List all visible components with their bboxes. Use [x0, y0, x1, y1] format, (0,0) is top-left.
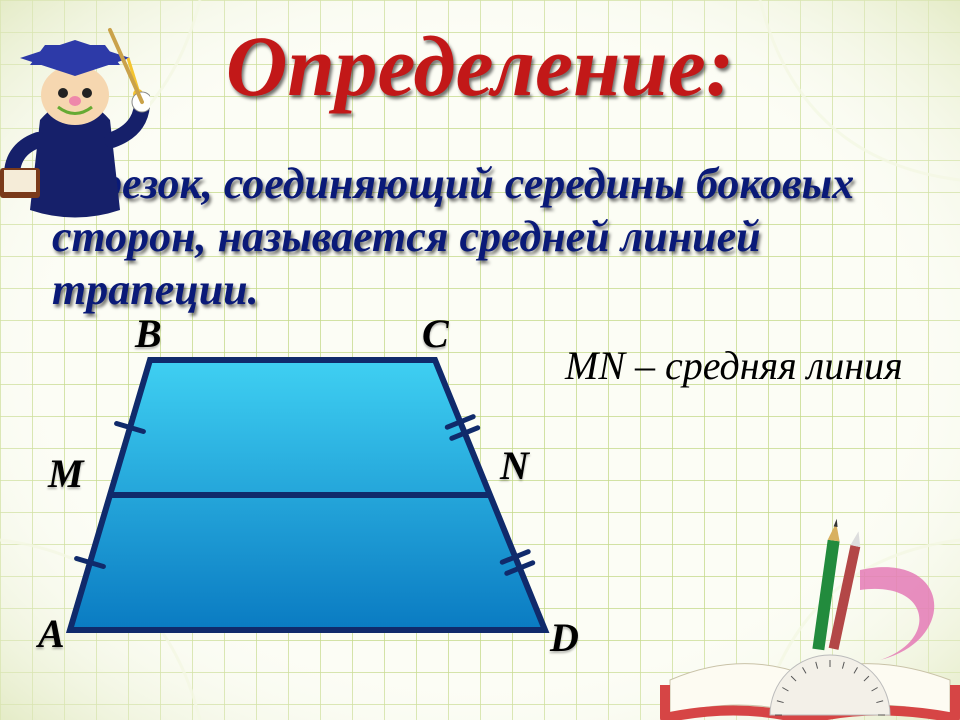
- mascot-professor-icon: [0, 10, 150, 220]
- formula-midline: MN – средняя линия: [565, 342, 903, 389]
- vertex-label-D: D: [550, 614, 579, 661]
- vertex-label-A: A: [38, 610, 65, 657]
- vertex-label-C: C: [422, 310, 449, 357]
- vertex-label-B: B: [135, 310, 162, 357]
- definition-text: Отрезок, соединяющий середины боковых ст…: [48, 158, 930, 316]
- school-supplies-icon: [650, 510, 960, 720]
- trapezoid-diagram: ABCDMN: [40, 330, 600, 670]
- vertex-label-M: M: [48, 450, 84, 497]
- trapezoid-svg: [40, 330, 600, 670]
- vertex-label-N: N: [500, 442, 529, 489]
